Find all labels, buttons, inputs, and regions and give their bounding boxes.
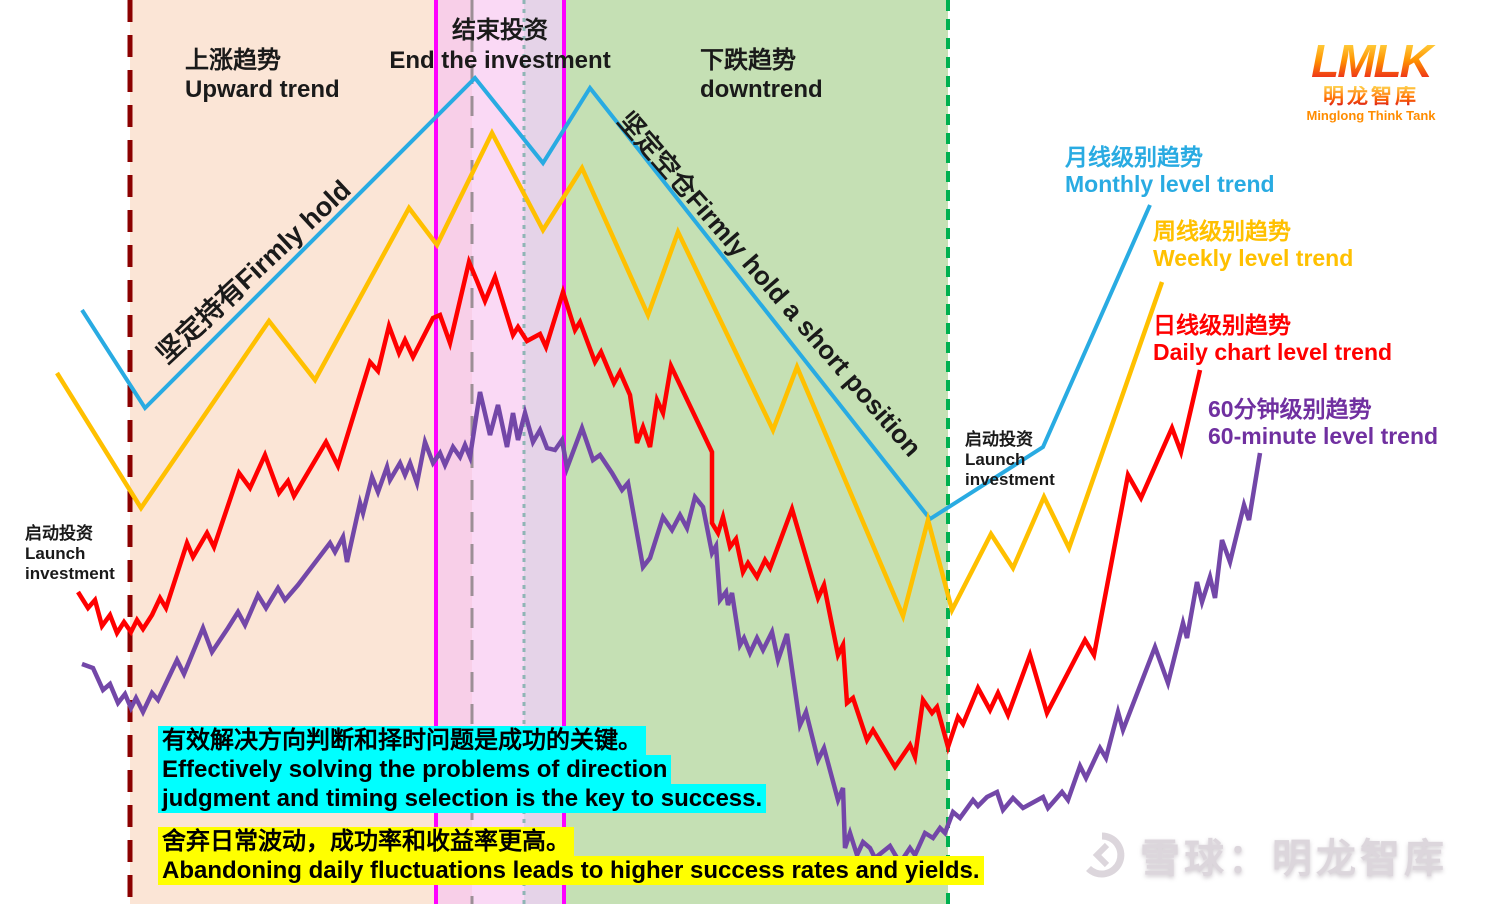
launch-right-en1: Launch	[965, 450, 1026, 469]
zone-title-end-en: End the investment	[389, 47, 611, 74]
launch-right-en2: investment	[965, 470, 1055, 489]
watermark-text: 雪球：明龙智库	[1140, 837, 1448, 881]
callout-gap	[158, 813, 984, 827]
label-launch-investment-right: 启动投资 Launch investment	[965, 430, 1055, 490]
callout-cyan-line-1: 有效解决方向判断和择时问题是成功的关键。	[158, 726, 646, 755]
legend-monthly: 月线级别趋势 Monthly level trend	[1065, 144, 1275, 198]
callout-block: 有效解决方向判断和择时问题是成功的关键。 Effectively solving…	[158, 726, 984, 885]
zone-title-end-cn: 结束投资	[452, 17, 548, 44]
zone-title-down-cn: 下跌趋势	[700, 47, 796, 74]
legend-daily-cn: 日线级别趋势	[1153, 312, 1291, 338]
callout-cyan-line-2: Effectively solving the problems of dire…	[158, 755, 672, 784]
legend-monthly-en: Monthly level trend	[1065, 171, 1275, 197]
launch-left-en2: investment	[25, 564, 115, 583]
callout-yellow-line-2: Abandoning daily fluctuations leads to h…	[158, 856, 984, 885]
legend-60min-en: 60-minute level trend	[1208, 423, 1439, 449]
brand-logo-en: Minglong Think Tank	[1306, 108, 1436, 123]
zone-title-upward-en: Upward trend	[185, 76, 340, 103]
callout-cyan-line-3: judgment and timing selection is the key…	[158, 784, 767, 813]
legend-weekly: 周线级别趋势 Weekly level trend	[1153, 218, 1353, 272]
legend-daily: 日线级别趋势 Daily chart level trend	[1153, 312, 1392, 366]
zone-title-upward: 上涨趋势 Upward trend	[185, 46, 340, 104]
series-weekly	[55, 128, 1165, 623]
legend-60-minute: 60分钟级别趋势 60-minute level trend	[1208, 396, 1438, 450]
legend-monthly-cn: 月线级别趋势	[1065, 144, 1203, 170]
callout-yellow-line-1: 舍弃日常波动，成功率和收益率更高。	[158, 827, 574, 856]
watermark: 雪球：明龙智库	[1078, 826, 1448, 884]
series-m60	[81, 391, 1263, 868]
snowball-logo-icon	[1086, 832, 1125, 878]
zone-title-upward-cn: 上涨趋势	[185, 47, 281, 74]
series-daily	[76, 254, 1203, 772]
zone-title-down-en: downtrend	[700, 76, 823, 103]
zone-title-end-investment: 结束投资 End the investment	[368, 16, 632, 76]
legend-daily-en: Daily chart level trend	[1153, 339, 1393, 365]
zone-title-downtrend: 下跌趋势 downtrend	[700, 46, 823, 104]
label-launch-investment-left: 启动投资 Launch investment	[25, 524, 115, 584]
series-monthly	[80, 75, 1152, 522]
launch-left-en1: Launch	[25, 544, 86, 563]
legend-weekly-cn: 周线级别趋势	[1153, 218, 1291, 244]
launch-left-cn: 启动投资	[25, 524, 93, 543]
legend-60min-cn: 60分钟级别趋势	[1208, 396, 1372, 422]
brand-logo: LMLK 明龙智库 Minglong Think Tank	[1286, 38, 1456, 122]
brand-logo-letters: LMLK	[1286, 38, 1456, 84]
launch-right-cn: 启动投资	[965, 430, 1033, 449]
brand-logo-cn: 明龙智库	[1286, 86, 1456, 107]
legend-weekly-en: Weekly level trend	[1153, 245, 1354, 271]
